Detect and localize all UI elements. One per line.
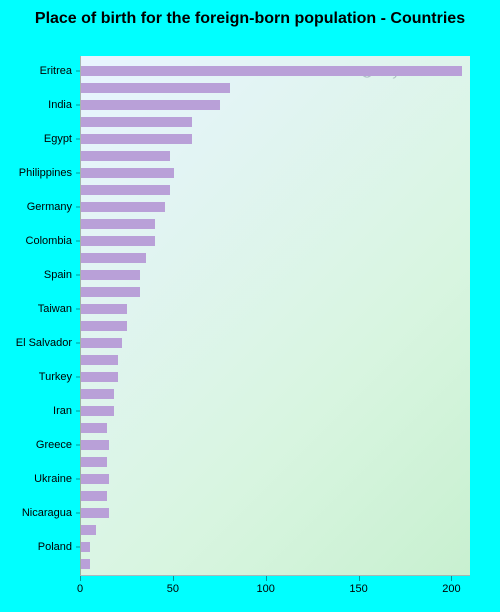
bar xyxy=(81,338,122,348)
x-axis-label: 150 xyxy=(349,583,367,595)
bar xyxy=(81,100,220,110)
plot-area: City-Data.com xyxy=(80,56,470,576)
bar xyxy=(81,525,96,535)
y-axis-label: Eritrea xyxy=(40,65,72,77)
y-tick xyxy=(76,105,80,106)
bar xyxy=(81,542,90,552)
y-tick xyxy=(76,377,80,378)
y-axis-labels: Eritrea India Egypt Philippines Germany Colom… xyxy=(0,56,76,576)
x-tick xyxy=(173,576,174,581)
bar xyxy=(81,66,462,76)
bar xyxy=(81,202,165,212)
bar xyxy=(81,287,140,297)
x-tick xyxy=(359,576,360,581)
y-tick xyxy=(76,275,80,276)
y-tick xyxy=(76,513,80,514)
y-tick xyxy=(76,241,80,242)
bar xyxy=(81,219,155,229)
y-tick xyxy=(76,139,80,140)
y-tick xyxy=(76,411,80,412)
bar xyxy=(81,185,170,195)
y-axis-label: India xyxy=(48,99,72,111)
bar xyxy=(81,440,109,450)
bar xyxy=(81,168,174,178)
bar xyxy=(81,83,230,93)
bar xyxy=(81,151,170,161)
bar xyxy=(81,406,114,416)
x-axis-label: 0 xyxy=(77,583,83,595)
bar xyxy=(81,117,192,127)
bar xyxy=(81,355,118,365)
y-axis-label: Iran xyxy=(53,405,72,417)
chart-title: Place of birth for the foreign-born popu… xyxy=(0,0,500,32)
x-tick xyxy=(80,576,81,581)
bar xyxy=(81,423,107,433)
bar xyxy=(81,253,146,263)
y-tick xyxy=(76,173,80,174)
y-tick xyxy=(76,71,80,72)
x-axis-label: 50 xyxy=(167,583,179,595)
bar xyxy=(81,389,114,399)
y-axis-label: El Salvador xyxy=(16,337,72,349)
bar xyxy=(81,559,90,569)
bar xyxy=(81,491,107,501)
x-tick xyxy=(451,576,452,581)
bar xyxy=(81,457,107,467)
y-axis-label: Philippines xyxy=(19,167,72,179)
y-axis-label: Egypt xyxy=(44,133,72,145)
y-tick xyxy=(76,309,80,310)
y-axis-label: Ukraine xyxy=(34,473,72,485)
bar xyxy=(81,304,127,314)
x-tick xyxy=(266,576,267,581)
bar xyxy=(81,270,140,280)
y-axis-label: Greece xyxy=(36,439,72,451)
x-axis: 0 50 100 150 200 xyxy=(80,576,470,606)
y-axis-label: Taiwan xyxy=(38,303,72,315)
x-axis-label: 100 xyxy=(257,583,275,595)
bar xyxy=(81,508,109,518)
y-axis-label: Turkey xyxy=(39,371,72,383)
y-tick xyxy=(76,547,80,548)
x-axis-label: 200 xyxy=(442,583,460,595)
bar xyxy=(81,236,155,246)
y-axis-label: Nicaragua xyxy=(22,507,72,519)
bar xyxy=(81,474,109,484)
y-axis-label: Colombia xyxy=(26,235,72,247)
y-axis-label: Germany xyxy=(27,201,72,213)
bar xyxy=(81,134,192,144)
bars-container xyxy=(81,56,470,575)
y-tick xyxy=(76,343,80,344)
bar xyxy=(81,372,118,382)
y-axis-label: Spain xyxy=(44,269,72,281)
bar xyxy=(81,321,127,331)
y-tick xyxy=(76,207,80,208)
y-tick xyxy=(76,479,80,480)
y-axis-label: Poland xyxy=(38,541,72,553)
y-tick xyxy=(76,445,80,446)
